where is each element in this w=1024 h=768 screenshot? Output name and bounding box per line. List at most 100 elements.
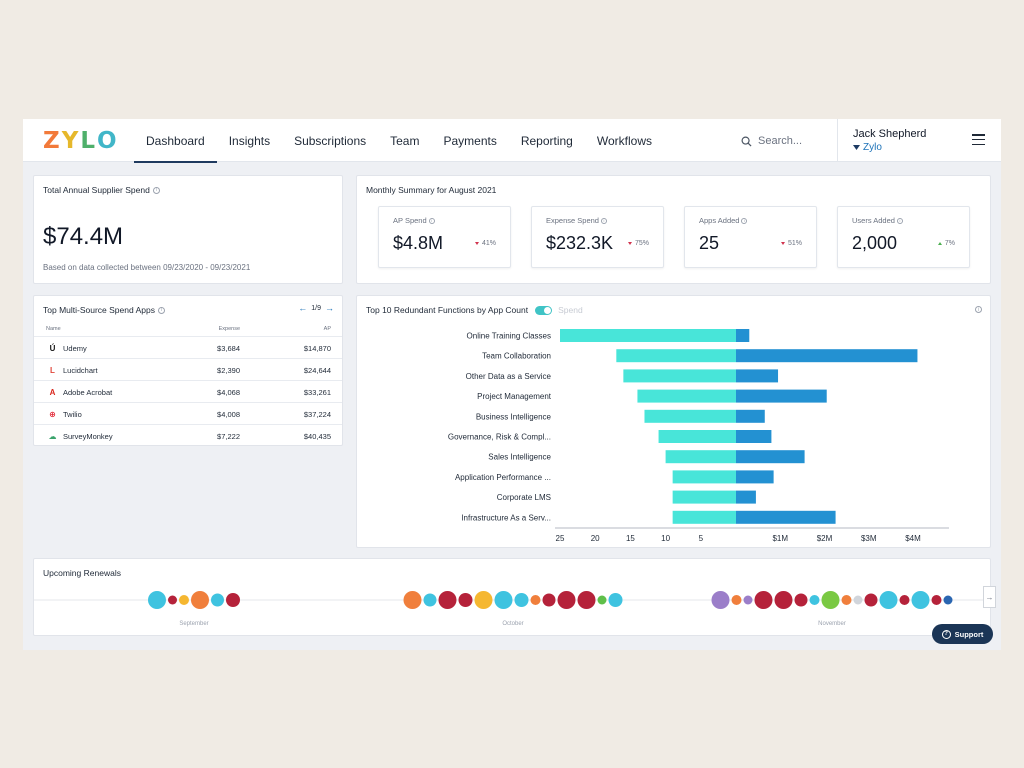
renewal-bubble[interactable] [423,593,437,607]
spend-bar[interactable] [736,450,805,464]
spend-bar[interactable] [736,329,750,342]
spend-bar[interactable] [736,409,765,423]
info-icon[interactable]: i [896,217,903,224]
renewal-bubble[interactable] [226,593,240,607]
info-icon[interactable]: i [600,217,607,224]
table-row[interactable]: Ú Udemy $3,684 $14,870 [34,336,342,358]
spend-bar[interactable] [736,470,774,484]
info-icon[interactable]: i [975,306,982,313]
renewal-bubble[interactable] [809,595,820,605]
user-menu[interactable]: Jack Shepherd Zylo [837,119,1001,162]
app-count-bar[interactable] [658,430,736,443]
spend-bar[interactable] [736,389,827,403]
app-count-bar[interactable] [672,510,736,524]
renewal-bubble[interactable] [557,591,576,609]
app-count-bar[interactable] [637,389,736,403]
renewal-bubble[interactable] [514,593,529,607]
renewal-bubble[interactable] [879,591,898,609]
search-box[interactable]: Search... [741,131,836,151]
renewal-bubble[interactable] [931,595,942,605]
table-row[interactable]: ☁ SurveyMonkey $7,222 $40,435 [34,424,342,446]
tab-workflows[interactable]: Workflows [596,133,652,148]
metric-change: 41% [474,240,496,247]
spend-toggle[interactable] [535,305,553,315]
renewals-next-arrow-icon[interactable]: → [983,586,996,608]
table-row[interactable]: A Adobe Acrobat $4,068 $33,261 [34,380,342,402]
column-header-ap[interactable]: AP [323,326,331,332]
renewal-bubble[interactable] [191,591,209,609]
renewal-bubble[interactable] [853,595,863,605]
renewal-bubble[interactable] [743,595,753,605]
spend-bar[interactable] [736,430,772,443]
renewal-bubble[interactable] [774,591,793,609]
renewal-bubble[interactable] [179,595,189,605]
spend-bar[interactable] [736,369,779,383]
app-count-bar[interactable] [616,349,736,363]
renewal-bubble[interactable] [168,595,177,605]
app-count-bar[interactable] [644,409,736,423]
renewal-bubble[interactable] [530,595,541,605]
category-label: Business Intelligence [476,412,552,421]
caret-down-icon [853,145,860,150]
org-switcher[interactable]: Zylo [853,142,882,153]
tab-team[interactable]: Team [390,133,420,148]
app-count-bar[interactable] [623,369,736,383]
info-icon[interactable]: i [152,186,160,194]
renewal-bubble[interactable] [542,593,556,607]
spend-bar[interactable] [736,510,836,524]
support-button[interactable]: ? Support [932,624,993,644]
app-count-bar[interactable] [672,490,736,504]
table-row[interactable]: ⊕ Twilio $4,008 $37,224 [34,402,342,424]
info-icon[interactable]: i [741,217,748,224]
renewal-bubble[interactable] [403,591,422,609]
renewal-bubble[interactable] [211,593,224,607]
column-header-name[interactable]: Name [46,326,61,332]
table-row[interactable]: L Lucidchart $2,390 $24,644 [34,358,342,380]
tab-insights[interactable]: Insights [228,133,271,148]
renewal-bubble[interactable] [821,591,840,609]
app-count-bar[interactable] [672,470,736,484]
renewal-bubble[interactable] [911,591,930,609]
renewal-bubble[interactable] [754,591,773,609]
tab-subscriptions[interactable]: Subscriptions [294,133,367,148]
renewal-bubble[interactable] [474,591,493,609]
app-count-bar[interactable] [560,329,736,342]
renewal-bubble[interactable] [148,591,166,609]
renewal-bubble[interactable] [597,595,607,605]
nav-tabs: Dashboard Insights Subscriptions Team Paymen… [134,119,664,163]
renewal-bubble[interactable] [841,595,852,605]
category-label: Team Collaboration [482,352,551,361]
prev-page-arrow-icon[interactable]: ← [298,303,308,313]
tab-payments[interactable]: Payments [443,133,497,148]
column-header-expense[interactable]: Expense [218,326,240,332]
renewal-bubble[interactable] [711,591,730,609]
renewal-bubble[interactable] [608,593,623,607]
renewal-bubble[interactable] [577,591,596,609]
total-spend-title: Total Annual Supplier Spend [43,185,150,195]
info-icon[interactable]: i [428,217,435,224]
category-label: Governance, Risk & Compl... [448,433,551,442]
renewal-bubble[interactable] [899,595,910,605]
info-icon[interactable]: i [157,306,165,314]
renewal-bubble[interactable] [438,591,457,609]
renewal-bubble[interactable] [864,593,878,607]
spend-bar[interactable] [736,349,918,363]
renewal-bubble[interactable] [731,595,742,605]
renewal-bubble[interactable] [494,591,513,609]
renewals-timeline: September October November [34,591,992,627]
tab-reporting[interactable]: Reporting [520,133,573,148]
renewal-bubble[interactable] [794,593,808,607]
lucidchart-icon: L [50,365,55,375]
renewal-bubble[interactable] [943,595,953,605]
metric-card: AP Spend i $4.8M 41% [378,206,511,268]
metric-change: 75% [627,240,649,247]
spend-bar[interactable] [736,490,756,504]
hamburger-menu-icon[interactable] [972,134,985,145]
total-spend-card: Total Annual Supplier Spend i $74.4M Bas… [33,175,343,284]
tab-dashboard[interactable]: Dashboard [134,119,217,163]
app-count-bar[interactable] [665,450,736,464]
next-page-arrow-icon[interactable]: → [325,303,334,313]
renewal-bubble[interactable] [458,593,473,607]
